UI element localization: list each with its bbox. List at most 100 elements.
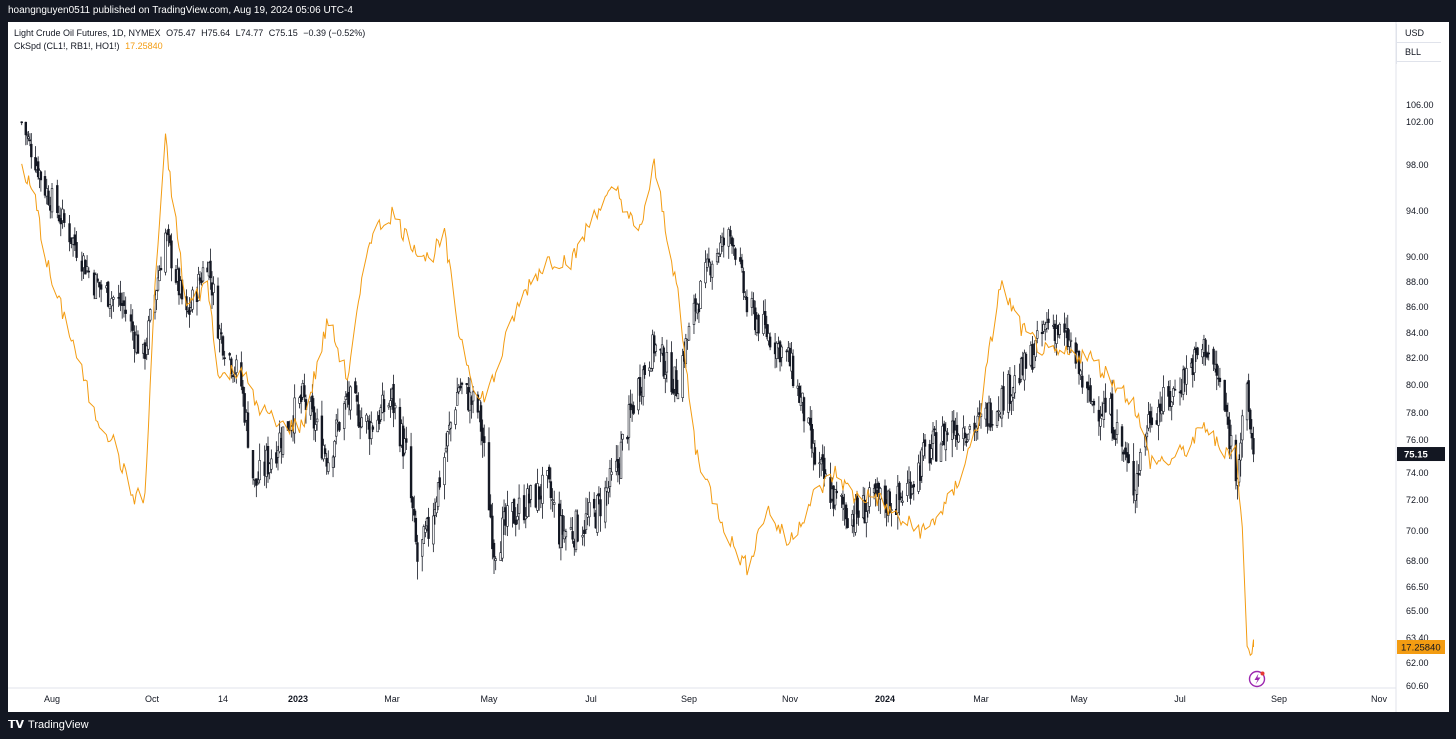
candle [696,302,699,320]
candle [654,343,658,357]
chart-panel[interactable]: 106.00 102.00 98.00 94.00 90.00 88.00 86.00 84.… [8,22,1449,712]
candle [857,497,860,526]
symbol-legend[interactable]: Light Crude Oil Futures, 1D, NYMEX O75.4… [14,28,368,38]
candle [323,444,327,457]
time-axis[interactable]: Aug Oct 14 2023 Mar May Jul Sep Nov 2024 Mar May Jul… [8,687,1396,704]
candle [638,364,642,402]
candle [325,453,328,475]
candle [1237,454,1241,487]
indicator-value: 17.25840 [125,41,163,51]
unit-bll[interactable]: BLL [1397,43,1441,62]
candle [241,380,245,407]
candle [405,426,408,450]
candle [888,488,892,514]
candle [974,425,978,441]
candle [443,452,446,500]
candle [122,291,126,318]
candle [335,413,338,445]
candle [835,481,838,499]
candle [158,265,161,282]
candle [63,209,66,228]
open-value: O75.47 [166,28,196,38]
last-indicator-label: 17.25840 [1401,643,1441,654]
price-candles [20,121,1255,580]
candle [370,411,373,445]
candle [742,267,745,300]
candle [371,425,375,433]
candle [56,179,59,219]
candle [270,449,273,474]
candle [899,492,903,503]
candle [522,484,526,524]
candle [506,490,509,537]
candle [344,391,347,410]
candle [449,421,453,442]
candle [201,261,205,283]
price-tick-label: 98.00 [1406,160,1429,170]
time-tick-label: May [1070,694,1088,704]
time-tick-label: Mar [973,694,989,704]
currency-unit-menu[interactable]: USD BLL [1396,24,1441,64]
candle [1036,320,1039,344]
candle [699,279,702,309]
candle [465,383,468,395]
candle [354,377,357,394]
candle [662,345,665,379]
candle [276,445,280,471]
candle [541,466,544,519]
candle [424,520,427,538]
candle [1097,396,1101,436]
chart-canvas[interactable]: 106.00 102.00 98.00 94.00 90.00 88.00 86.00 84.… [8,22,1449,712]
candle [360,407,363,429]
candle [1249,408,1252,434]
candle [687,322,691,341]
candle [281,426,285,458]
candle [1110,379,1114,441]
time-tick-label: Jul [585,694,597,704]
candle [59,207,62,237]
price-tick-label: 74.00 [1406,468,1429,478]
candle [167,224,170,247]
candle [1081,361,1084,394]
candle [1010,394,1013,416]
candle [432,502,435,553]
candle [1008,366,1012,411]
candle [584,497,588,534]
candle [293,384,296,444]
candle [744,291,747,301]
candle [73,227,77,251]
candle [1250,419,1254,450]
candle [218,324,221,353]
candle [920,447,924,484]
candle [1158,391,1162,423]
time-tick-label: Sep [1271,694,1287,704]
price-axis[interactable]: 106.00 102.00 98.00 94.00 90.00 88.00 86.00 84.… [1395,22,1434,712]
price-tick-label: 72.00 [1406,495,1429,505]
price-tick-label: 82.00 [1406,353,1429,363]
header-bar: hoangnguyen0511 published on TradingView… [0,0,1456,22]
indicator-name: CkSpd (CL1!, RB1!, HO1!) [14,41,120,51]
flash-icon[interactable] [1248,670,1266,688]
candle [697,303,701,324]
candle [780,344,783,367]
candle [438,470,441,490]
price-tick-label: 106.00 [1406,100,1434,110]
candle [460,381,464,395]
candle [681,348,684,402]
candle [57,205,61,223]
candle [757,313,760,342]
indicator-legend[interactable]: CkSpd (CL1!, RB1!, HO1!) 17.25840 [14,41,166,51]
candle [170,233,173,282]
currency-usd[interactable]: USD [1397,24,1441,43]
candle [1247,373,1250,413]
candle [471,385,475,414]
candle [529,484,533,508]
candle [427,507,430,547]
candle [145,337,148,361]
tradingview-logo[interactable]: 𝗧𝗩 TradingView [8,718,89,731]
time-tick-label: 2024 [875,694,895,704]
candle [392,374,395,428]
change-value: −0.39 (−0.52%) [303,28,366,38]
candle [571,517,574,544]
candle [1241,409,1244,458]
